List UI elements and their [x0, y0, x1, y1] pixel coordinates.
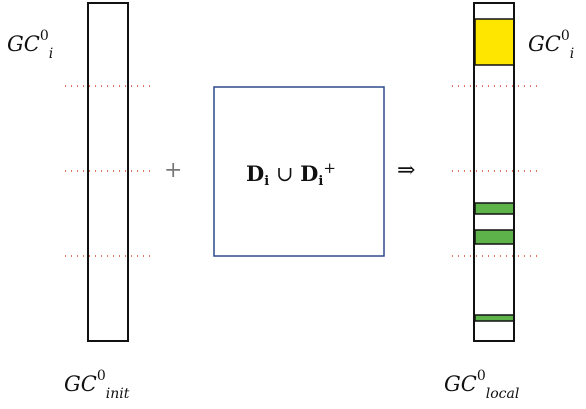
label-left-bottom-base: GC: [64, 372, 97, 396]
yellow-block: [475, 19, 514, 65]
green-stripe-3: [475, 315, 514, 321]
label-left-top-sup: 0: [40, 28, 49, 44]
label-left-top: GC0i: [7, 32, 53, 59]
label-right-bottom-sup: 0: [477, 368, 486, 384]
plus-operator: +: [164, 160, 182, 182]
label-right-bottom-base: GC: [444, 372, 477, 396]
formula-d1-sub: i: [264, 174, 269, 189]
label-right-top-base: GC: [528, 32, 561, 56]
left-vector: [88, 3, 128, 341]
label-right-top: GC0i: [528, 32, 574, 59]
label-right-top-sup: 0: [561, 28, 570, 44]
green-stripe-1: [475, 203, 514, 214]
label-right-bottom-sub: local: [486, 386, 520, 402]
label-right-bottom: GC0local: [444, 372, 519, 399]
green-stripe-2: [475, 230, 514, 244]
label-right-top-sub: i: [570, 46, 574, 62]
formula-d1: D: [246, 161, 264, 186]
formula-union: ∪: [276, 162, 294, 186]
label-left-top-base: GC: [7, 32, 40, 56]
implies-arrow: ⇒: [397, 160, 415, 182]
formula-d2-sup: +: [323, 159, 336, 177]
label-left-bottom-sub: init: [106, 386, 130, 402]
label-left-bottom: GC0init: [64, 372, 129, 399]
formula-d2: D: [300, 161, 318, 186]
center-box-formula: Di ∪ Di+: [246, 163, 336, 185]
label-left-bottom-sup: 0: [97, 368, 106, 384]
label-left-top-sub: i: [49, 46, 53, 62]
